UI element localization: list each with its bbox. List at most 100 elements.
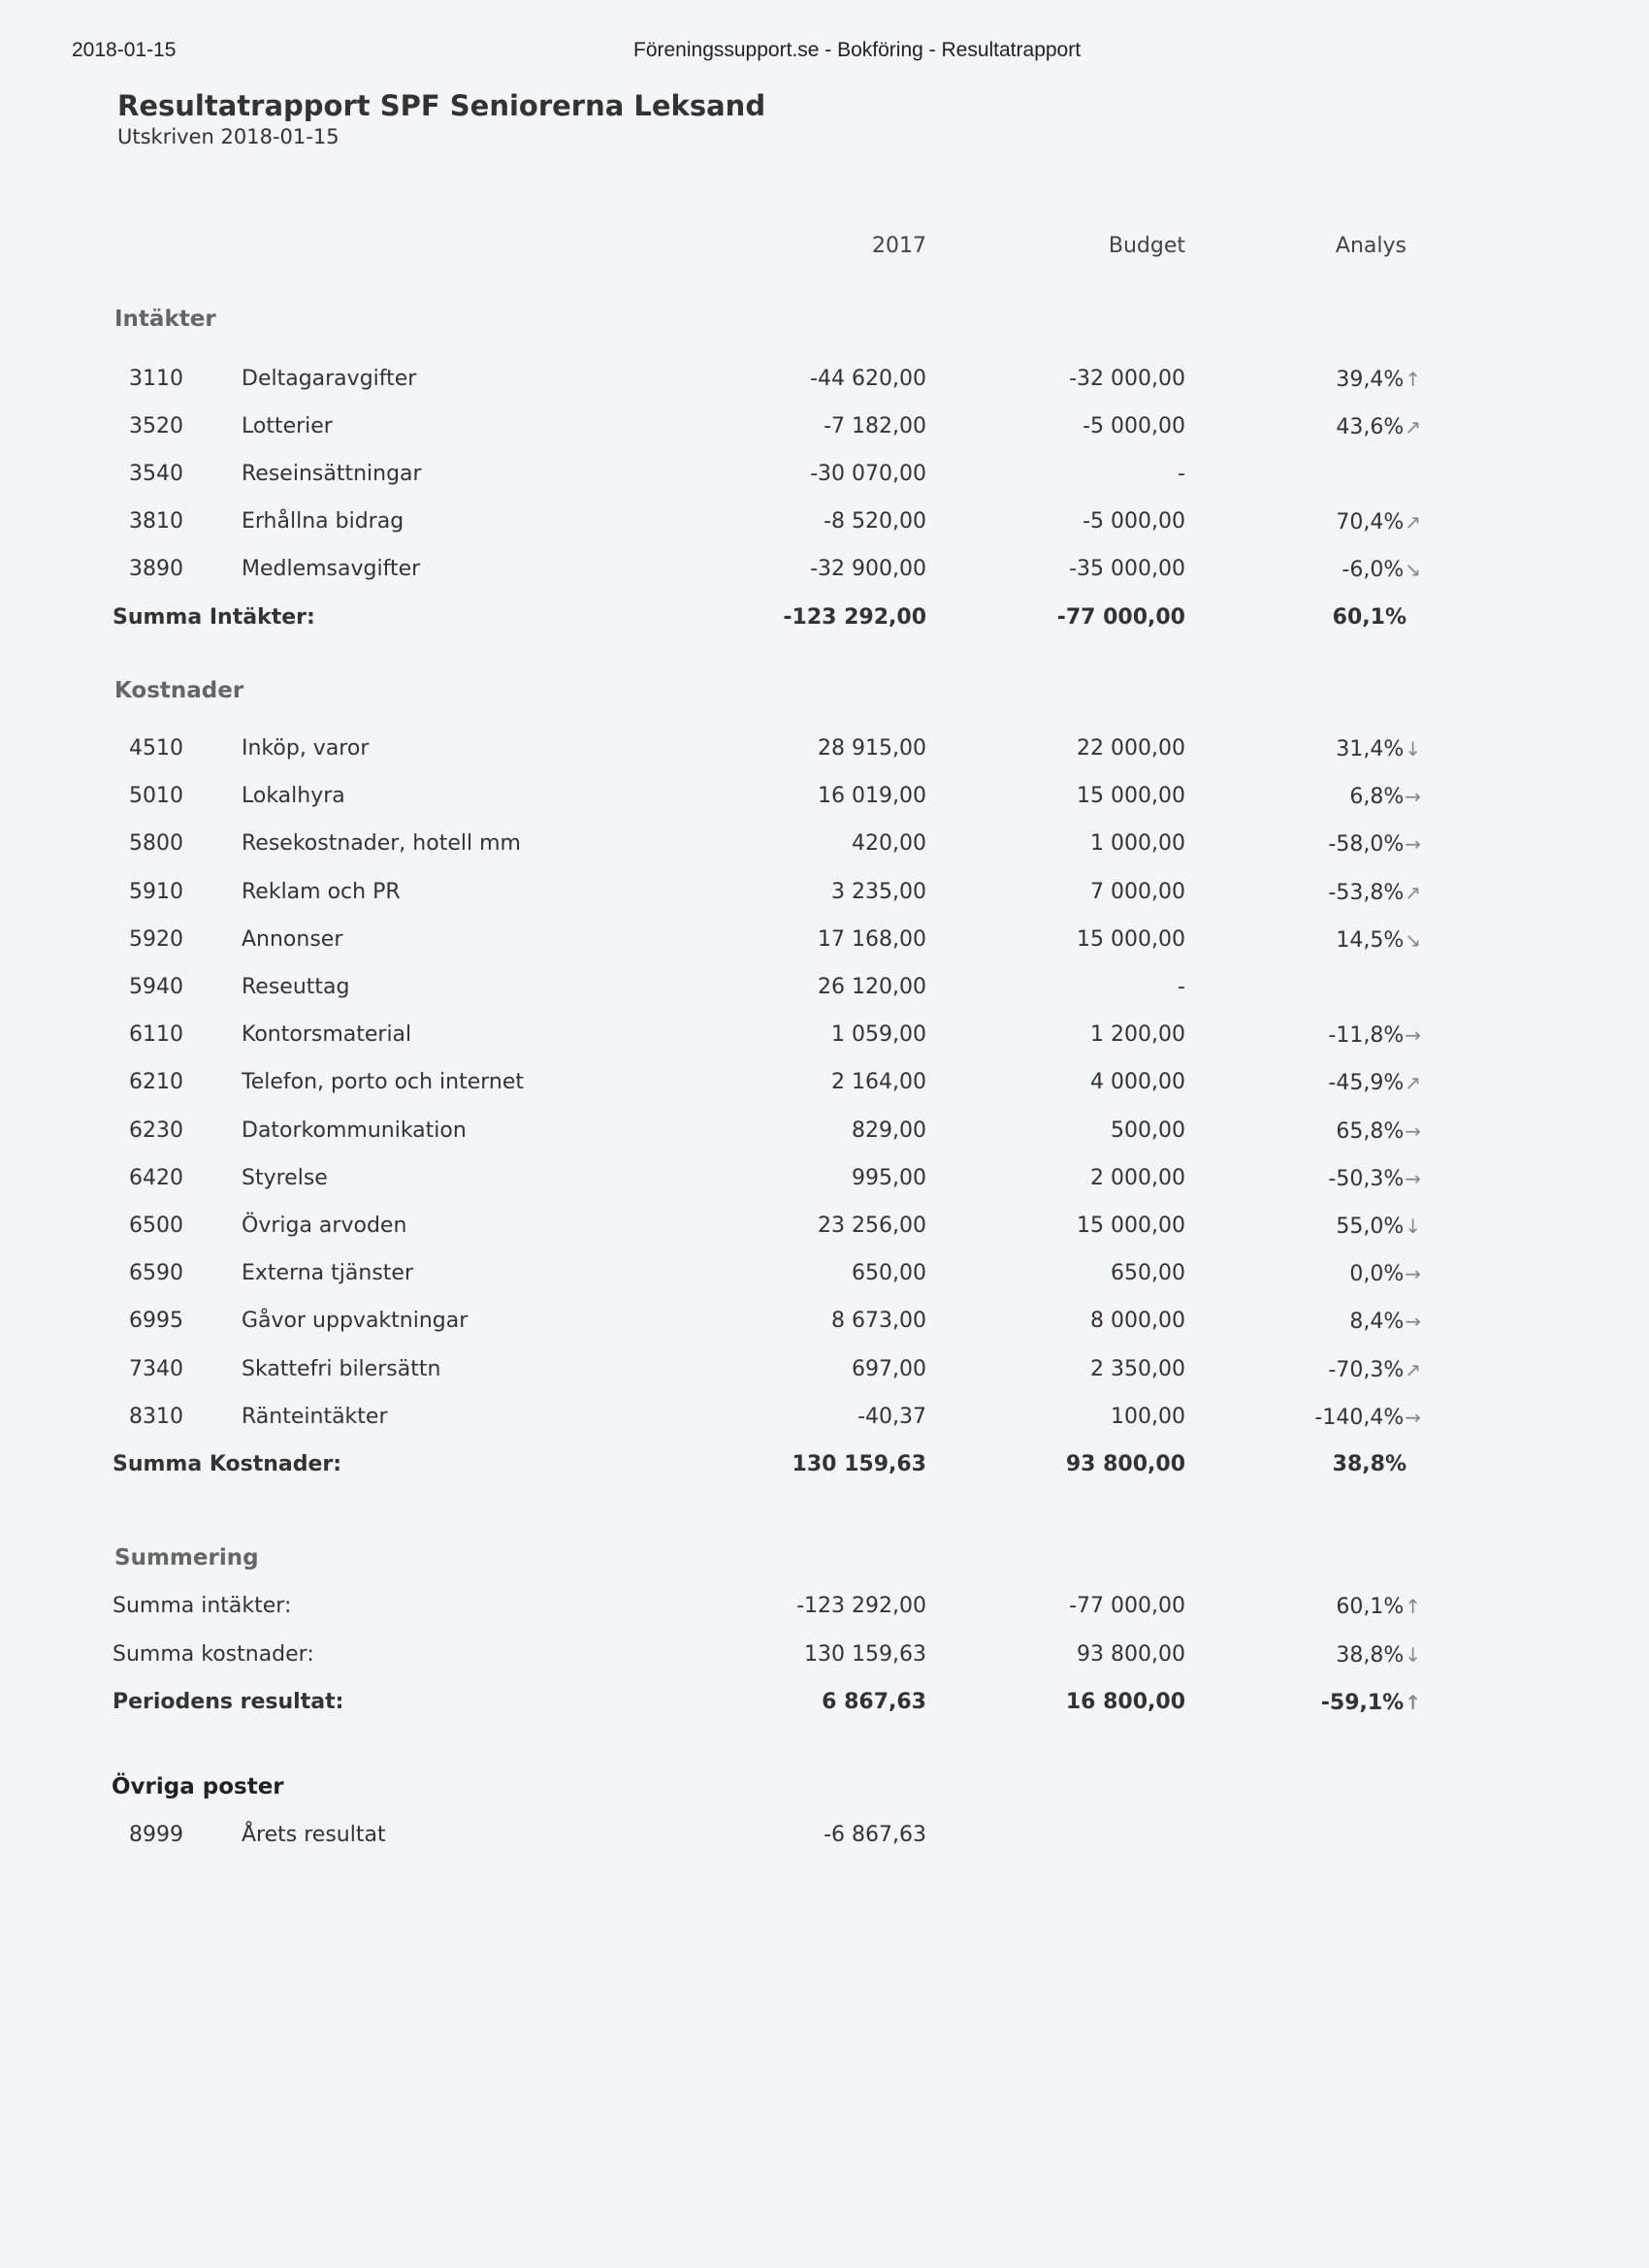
value-analys: 0,0%→	[1349, 1254, 1421, 1294]
print-date: 2018-01-15	[72, 39, 177, 61]
arrow-right-icon: →	[1405, 1166, 1421, 1190]
analys-percent: -50,3%	[1328, 1166, 1405, 1191]
analys-percent: 6,8%	[1349, 785, 1405, 810]
analys-percent: 55,0%	[1336, 1215, 1405, 1239]
value-budget: 4 000,00	[1090, 1070, 1185, 1095]
value-2017: -6 867,63	[824, 1823, 926, 1847]
account-name: Medlemsavgifter	[242, 557, 421, 581]
value-2017: 130 159,63	[792, 1452, 926, 1476]
value-analys: -70,3%↗	[1328, 1350, 1421, 1390]
arrow-right-icon: →	[1405, 1310, 1421, 1334]
value-analys: -59,1%↑	[1321, 1683, 1421, 1723]
value-analys: -45,9%↗	[1328, 1063, 1421, 1103]
account-name: Skattefri bilersättn	[242, 1356, 441, 1381]
report-subtitle: Utskriven 2018-01-15	[117, 125, 340, 148]
value-analys: 70,4%↗	[1336, 502, 1421, 542]
account-code: 6210	[129, 1070, 183, 1095]
arrow-right-icon: →	[1405, 832, 1421, 857]
value-budget: 1 000,00	[1090, 831, 1185, 857]
table-row: 6590 Externa tjänster 650,00 650,00 0,0%→	[0, 1254, 1649, 1293]
account-name: Gåvor uppvaktningar	[242, 1309, 469, 1334]
account-name: Telefon, porto och internet	[242, 1070, 525, 1095]
account-name: Lotterier	[242, 414, 333, 438]
analys-percent: 38,8%	[1332, 1452, 1406, 1476]
table-row: 3110 Deltagaravgifter -44 620,00 -32 000,00…	[0, 360, 1649, 399]
table-row: 6995 Gåvor uppvaktningar 8 673,00 8 000,00 8…	[0, 1302, 1649, 1341]
section-heading: Intäkter	[114, 307, 216, 332]
arrow-up-icon: ↑	[1405, 368, 1421, 391]
account-name: Styrelse	[242, 1165, 328, 1190]
value-2017: -44 620,00	[810, 367, 926, 391]
value-analys: 60,1%↑	[1336, 1587, 1421, 1627]
account-name: Resekostnader, hotell mm	[242, 831, 521, 857]
value-2017: 6 867,63	[822, 1690, 926, 1714]
value-budget: 500,00	[1111, 1118, 1185, 1143]
value-2017: 28 915,00	[818, 736, 926, 761]
analys-percent: 39,4%	[1336, 368, 1405, 392]
value-budget: -32 000,00	[1069, 367, 1185, 391]
row-label: Periodens resultat:	[113, 1690, 344, 1714]
value-2017: 2 164,00	[831, 1070, 926, 1095]
arrow-up-right-icon: ↗	[1405, 1071, 1421, 1095]
value-budget: 2 000,00	[1090, 1165, 1185, 1190]
arrow-right-icon: →	[1405, 1118, 1421, 1143]
value-analys: -58,0%→	[1328, 825, 1421, 864]
table-row: 6420 Styrelse 995,00 2 000,00 -50,3%→	[0, 1159, 1649, 1198]
value-analys: 8,4%→	[1349, 1302, 1421, 1342]
account-name: Inköp, varor	[242, 736, 370, 761]
value-budget: -5 000,00	[1083, 414, 1185, 438]
analys-percent: 31,4%	[1336, 737, 1405, 761]
value-budget: 1 200,00	[1090, 1022, 1185, 1048]
analys-percent: 60,1%	[1336, 1595, 1405, 1619]
value-budget: 93 800,00	[1077, 1641, 1185, 1667]
arrow-down-right-icon: ↘	[1405, 558, 1421, 581]
account-name: Reklam och PR	[242, 879, 401, 904]
value-budget: -	[1178, 462, 1185, 486]
analys-percent: 70,4%	[1336, 510, 1405, 535]
analys-percent: -53,8%	[1328, 880, 1405, 905]
arrow-up-right-icon: ↗	[1405, 1357, 1421, 1381]
account-name: Årets resultat	[242, 1823, 386, 1847]
account-code: 6420	[129, 1165, 183, 1190]
account-name: Reseinsättningar	[242, 462, 422, 486]
analys-percent: -11,8%	[1328, 1023, 1405, 1049]
arrow-down-icon: ↓	[1405, 1215, 1421, 1238]
value-analys: 38,8%↓	[1336, 1636, 1421, 1675]
account-code: 6590	[129, 1261, 183, 1286]
value-analys: 31,4%↓	[1336, 729, 1421, 769]
table-row: 3810 Erhållna bidrag -8 520,00 -5 000,00 70,…	[0, 502, 1649, 541]
table-row: 3520 Lotterier -7 182,00 -5 000,00 43,6%↗	[0, 407, 1649, 446]
value-budget: -77 000,00	[1056, 605, 1185, 630]
report-title: Resultatrapport SPF Seniorerna Leksand	[117, 89, 766, 122]
arrow-up-right-icon: ↗	[1405, 415, 1421, 438]
value-budget: -5 000,00	[1083, 509, 1185, 534]
value-2017: 420,00	[852, 831, 926, 857]
account-name: Övriga arvoden	[242, 1214, 407, 1238]
account-code: 7340	[129, 1356, 183, 1381]
arrow-down-icon: ↓	[1405, 1642, 1421, 1667]
account-code: 4510	[129, 736, 183, 761]
value-budget: 93 800,00	[1065, 1452, 1185, 1476]
table-row: 3890 Medlemsavgifter -32 900,00 -35 000,00 -…	[0, 550, 1649, 589]
account-code: 6995	[129, 1309, 183, 1334]
analys-percent: -6,0%	[1342, 558, 1405, 582]
value-analys: 60,1%	[1333, 599, 1406, 637]
account-code: 6230	[129, 1118, 183, 1143]
value-budget: -35 000,00	[1069, 557, 1185, 581]
table-row: 8310 Ränteintäkter -40,37 100,00 -140,4%→	[0, 1398, 1649, 1437]
value-budget: 15 000,00	[1077, 926, 1185, 952]
account-code: 3810	[129, 509, 183, 534]
summary-row: Summa intäkter: -123 292,00 -77 000,00 60,1…	[0, 1587, 1649, 1626]
analys-percent: -140,4%	[1314, 1405, 1405, 1430]
value-budget: 2 350,00	[1090, 1356, 1185, 1381]
analys-percent: -59,1%	[1320, 1691, 1405, 1715]
table-row: 4510 Inköp, varor 28 915,00 22 000,00 31,4%↓	[0, 729, 1649, 768]
value-2017: -123 292,00	[783, 605, 926, 630]
value-2017: 26 120,00	[818, 975, 926, 999]
analys-percent: 43,6%	[1336, 415, 1405, 439]
value-2017: 130 159,63	[804, 1641, 926, 1667]
account-name: Lokalhyra	[242, 784, 345, 809]
column-header-budget: Budget	[1108, 234, 1185, 258]
value-analys: 6,8%→	[1349, 777, 1421, 817]
account-name: Datorkommunikation	[242, 1118, 467, 1143]
